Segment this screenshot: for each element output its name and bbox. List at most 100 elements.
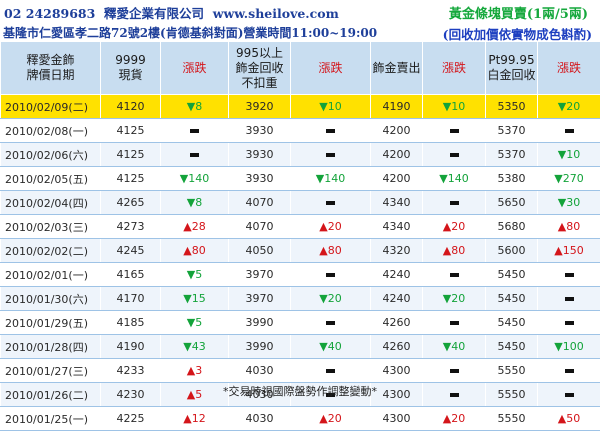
price-up-change: ▲150 <box>554 244 583 257</box>
cell-value: 4245 <box>117 244 145 257</box>
cell-value: 4120 <box>117 100 145 113</box>
cell-value: 5350 <box>498 100 526 113</box>
cell-value: 2010/02/09(二) <box>5 101 88 114</box>
price-down-change: ▼10 <box>319 100 341 113</box>
cell-recycle: 3930 <box>229 167 291 191</box>
cell-spot-change: ▼43 <box>161 335 229 359</box>
cell-platinum: 5550 <box>486 359 538 383</box>
no-change-dash-icon <box>190 129 199 133</box>
cell-platinum: 5550 <box>486 407 538 431</box>
cell-value: 3970 <box>246 268 274 281</box>
cell-value: 4190 <box>117 340 145 353</box>
price-up-change: ▲80 <box>443 244 465 257</box>
cell-spot: 4125 <box>101 119 161 143</box>
cell-value: 5450 <box>498 316 526 329</box>
no-change-dash-icon <box>450 321 459 325</box>
cell-platinum: 5680 <box>486 215 538 239</box>
cell-date: 2010/02/05(五) <box>1 167 101 191</box>
cell-recycle: 4030 <box>229 359 291 383</box>
cell-recycle-change <box>291 191 371 215</box>
cell-spot: 4120 <box>101 95 161 119</box>
gold-bar-title: 黃金條塊買賣(1兩/5兩) <box>449 3 588 22</box>
cell-date: 2010/02/06(六) <box>1 143 101 167</box>
cell-spot-change: ▲3 <box>161 359 229 383</box>
cell-date: 2010/01/27(三) <box>1 359 101 383</box>
no-change-dash-icon <box>450 201 459 205</box>
cell-sell-change: ▲20 <box>423 407 486 431</box>
price-up-change: ▲50 <box>558 412 580 425</box>
no-change-dash-icon <box>190 153 199 157</box>
no-change-dash-icon <box>450 369 459 373</box>
no-change-dash-icon <box>565 321 574 325</box>
cell-value: 2010/01/30(六) <box>5 293 88 306</box>
price-down-change: ▼8 <box>187 196 202 209</box>
cell-sell-change <box>423 119 486 143</box>
no-change-dash-icon <box>326 369 335 373</box>
cell-recycle-change: ▲20 <box>291 215 371 239</box>
cell-platinum-change <box>538 311 600 335</box>
website-link[interactable]: www.sheilove.com <box>213 6 339 21</box>
cell-spot-change: ▲28 <box>161 215 229 239</box>
cell-spot-change: ▼8 <box>161 95 229 119</box>
price-down-change: ▼5 <box>187 268 202 281</box>
cell-sell-change <box>423 311 486 335</box>
footer-note: *交易時視國際盤勢作調整變動* <box>0 383 600 401</box>
cell-recycle: 4030 <box>229 407 291 431</box>
cell-sell-change: ▼10 <box>423 95 486 119</box>
cell-recycle: 3970 <box>229 287 291 311</box>
cell-platinum-change: ▼100 <box>538 335 600 359</box>
cell-spot: 4233 <box>101 359 161 383</box>
price-up-change: ▲28 <box>183 220 205 233</box>
cell-sell: 4240 <box>371 263 423 287</box>
cell-value: 2010/02/04(四) <box>5 197 88 210</box>
cell-value: 2010/01/25(一) <box>5 413 88 426</box>
cell-value: 3990 <box>246 340 274 353</box>
cell-platinum: 5450 <box>486 335 538 359</box>
cell-sell-change <box>423 359 486 383</box>
no-change-dash-icon <box>326 129 335 133</box>
cell-value: 2010/01/28(四) <box>5 341 88 354</box>
price-up-change: ▲80 <box>319 244 341 257</box>
cell-date: 2010/02/02(二) <box>1 239 101 263</box>
cell-value: 4340 <box>383 220 411 233</box>
cell-value: 4030 <box>246 412 274 425</box>
price-down-change: ▼140 <box>439 172 468 185</box>
cell-value: 4125 <box>117 172 145 185</box>
no-change-dash-icon <box>326 201 335 205</box>
cell-recycle: 3920 <box>229 95 291 119</box>
cell-value: 4300 <box>383 412 411 425</box>
cell-value: 2010/02/08(一) <box>5 125 88 138</box>
price-down-change: ▼10 <box>443 100 465 113</box>
cell-spot: 4165 <box>101 263 161 287</box>
cell-spot-change: ▼5 <box>161 263 229 287</box>
price-up-change: ▲80 <box>558 220 580 233</box>
price-down-change: ▼5 <box>187 316 202 329</box>
cell-value: 4225 <box>117 412 145 425</box>
price-up-change: ▲20 <box>319 412 341 425</box>
cell-value: 4070 <box>246 196 274 209</box>
cell-value: 5550 <box>498 412 526 425</box>
no-change-dash-icon <box>565 129 574 133</box>
cell-sell-change: ▲80 <box>423 239 486 263</box>
cell-spot-change: ▼140 <box>161 167 229 191</box>
cell-value: 4320 <box>383 244 411 257</box>
col-sell-change: 漲跌 <box>423 42 486 95</box>
cell-recycle: 3970 <box>229 263 291 287</box>
cell-spot-change: ▼15 <box>161 287 229 311</box>
cell-recycle: 3930 <box>229 119 291 143</box>
price-down-change: ▼43 <box>183 340 205 353</box>
cell-value: 2010/02/05(五) <box>5 173 88 186</box>
cell-value: 3970 <box>246 292 274 305</box>
cell-value: 4260 <box>383 340 411 353</box>
cell-platinum-change: ▼30 <box>538 191 600 215</box>
cell-platinum: 5450 <box>486 311 538 335</box>
cell-value: 2010/02/03(三) <box>5 221 88 234</box>
cell-spot-change: ▼5 <box>161 311 229 335</box>
cell-value: 4050 <box>246 244 274 257</box>
cell-platinum: 5370 <box>486 119 538 143</box>
